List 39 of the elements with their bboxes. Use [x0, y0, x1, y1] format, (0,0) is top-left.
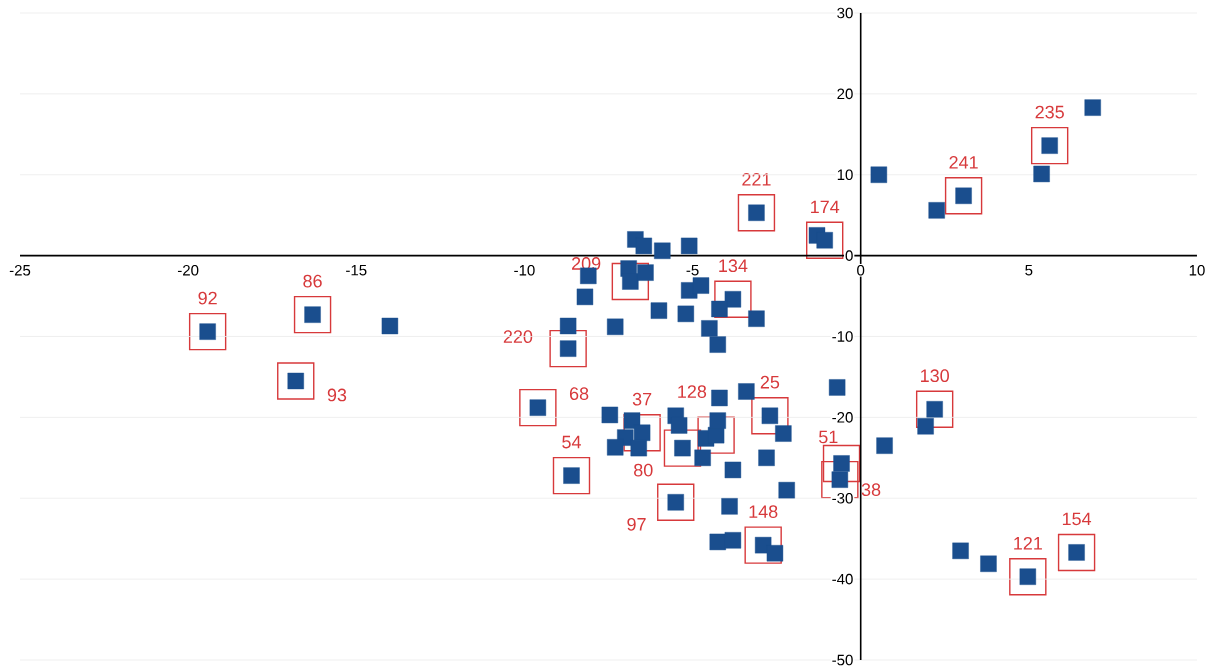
annotation: 38 — [861, 483, 881, 497]
annotation: 92 — [198, 291, 217, 305]
y-tick-label: 0 — [845, 250, 853, 261]
y-tick-label: -20 — [832, 412, 853, 423]
x-tick-label: -15 — [346, 264, 367, 276]
y-tick-label: -30 — [832, 492, 853, 504]
x-tick-label: -20 — [177, 264, 199, 276]
annotation: 134 — [719, 259, 748, 273]
annotation: 221 — [742, 172, 771, 186]
y-tick-label: 10 — [837, 169, 853, 181]
annotation: 174 — [811, 200, 840, 214]
annotation: 235 — [1035, 105, 1064, 119]
x-tick-label: 0 — [857, 264, 865, 276]
annotation: 128 — [678, 385, 707, 398]
x-tick-label: 10 — [1189, 264, 1205, 276]
y-tick-label: 30 — [837, 7, 853, 19]
annotation: 121 — [1014, 536, 1042, 550]
y-tick-label: 20 — [837, 88, 853, 100]
annotation: 25 — [760, 375, 780, 389]
annotation: 130 — [921, 369, 949, 383]
x-tick-label: -10 — [514, 264, 535, 276]
annotation: 51 — [819, 430, 838, 444]
annotation: 54 — [562, 435, 581, 449]
annotation: 148 — [749, 505, 778, 518]
annotation: 97 — [627, 517, 646, 531]
annotation: 37 — [632, 392, 652, 406]
annotation: 80 — [634, 463, 653, 477]
y-tick-label: -50 — [832, 654, 853, 666]
annotation: 68 — [569, 387, 589, 401]
x-tick-label: -25 — [9, 264, 31, 276]
annotation: 154 — [1062, 512, 1092, 526]
x-tick-label: 5 — [1025, 264, 1033, 276]
annotation: 220 — [503, 330, 533, 343]
annotation: 93 — [327, 388, 347, 402]
annotation: 86 — [303, 274, 322, 288]
y-tick-label: -40 — [832, 573, 853, 585]
y-tick-label: -10 — [832, 331, 853, 342]
x-tick-label: -5 — [686, 264, 699, 276]
annotation: 241 — [949, 156, 978, 169]
